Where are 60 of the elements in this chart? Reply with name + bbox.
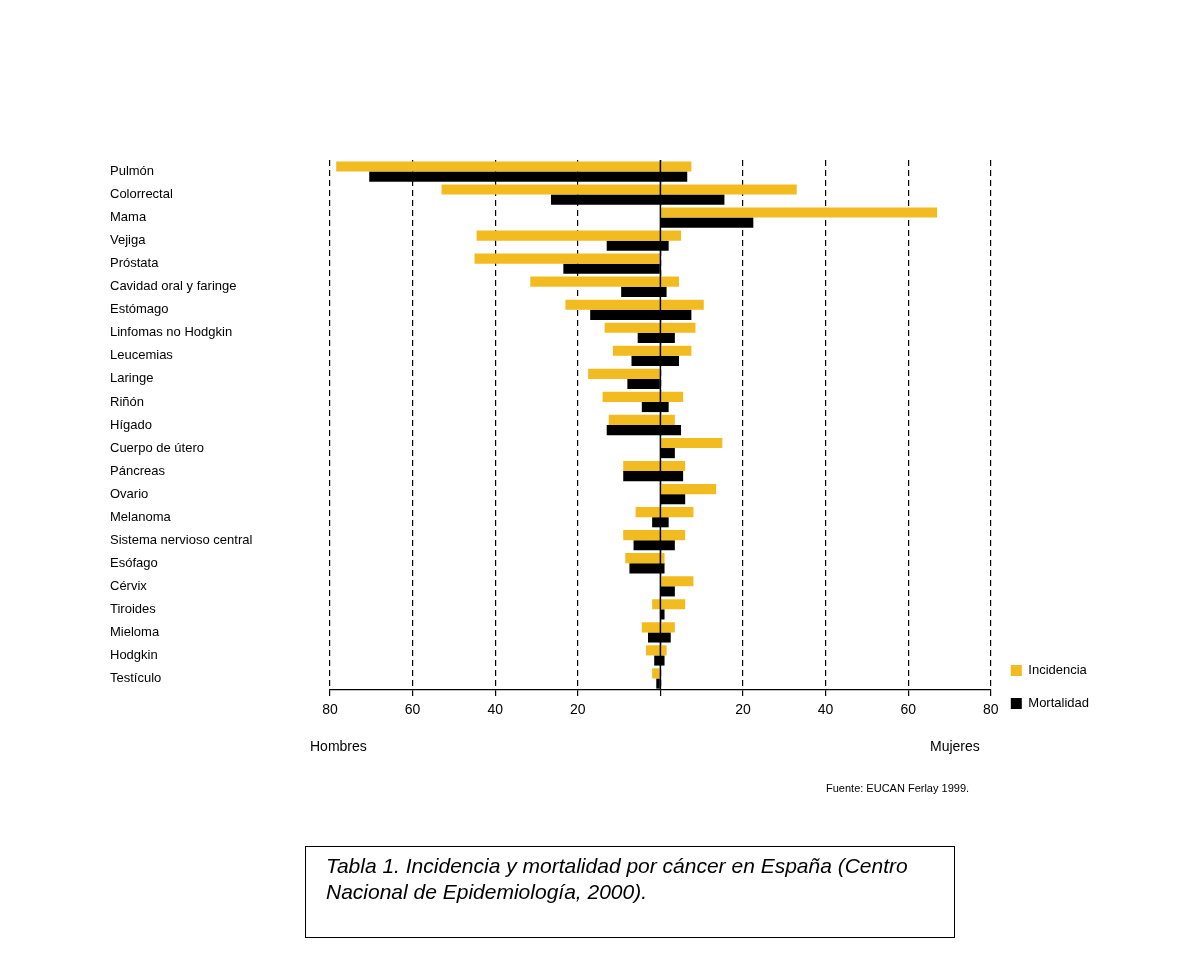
bar bbox=[635, 507, 694, 518]
y-tick-label: Laringe bbox=[110, 370, 154, 386]
y-tick-label: Ovario bbox=[110, 485, 149, 501]
y-tick-label: Testículo bbox=[110, 670, 162, 686]
y-tick-label: Sistema nervioso central bbox=[110, 531, 253, 547]
bar bbox=[565, 299, 704, 310]
y-tick-label: Hodgkin bbox=[110, 647, 158, 663]
x-tick-label: 20 bbox=[735, 701, 751, 718]
y-tick-label: Páncreas bbox=[110, 462, 166, 478]
bar bbox=[645, 645, 667, 656]
y-tick-label: Estómago bbox=[110, 301, 169, 317]
bar bbox=[661, 576, 694, 587]
bar bbox=[623, 530, 686, 541]
text: Mujeres bbox=[930, 738, 980, 754]
bar bbox=[623, 460, 686, 472]
y-tick-label: Mama bbox=[110, 209, 147, 225]
y-tick-label: Mieloma bbox=[110, 623, 160, 639]
y-tick-label: Próstata bbox=[110, 255, 160, 271]
x-tick-label: 80 bbox=[983, 701, 999, 718]
legend-label: Incidencia bbox=[1028, 662, 1088, 678]
bar bbox=[336, 161, 692, 172]
bar bbox=[474, 253, 660, 264]
text: Hombres bbox=[310, 738, 367, 754]
y-tick-label: Leucemias bbox=[110, 347, 174, 363]
y-tick-label: Esófago bbox=[110, 554, 158, 570]
y-tick-label: Riñón bbox=[110, 393, 144, 409]
bar bbox=[661, 483, 717, 495]
source-note: Fuente: EUCAN Ferlay 1999. bbox=[826, 782, 970, 794]
x-tick-label: 60 bbox=[900, 701, 917, 718]
x-tick-label: 80 bbox=[322, 701, 338, 718]
y-tick-label: Linfomas no Hodgkin bbox=[110, 324, 233, 340]
y-tick-label: Pulmón bbox=[110, 163, 155, 179]
y-tick-label: Tiroides bbox=[110, 600, 157, 616]
y-tick-label: Cavidad oral y faringe bbox=[110, 278, 237, 294]
bar bbox=[625, 553, 665, 564]
bar bbox=[641, 622, 675, 633]
text: Tabla 1. Incidencia y mortalidad por cáncer en España (Centro Nacional de Epidemiología, 2000). bbox=[305, 846, 955, 938]
y-tick-label: Melanoma bbox=[110, 508, 172, 524]
y-tick-label: Vejiga bbox=[110, 232, 147, 248]
bar bbox=[530, 276, 679, 287]
y-tick-label: Cérvix bbox=[110, 577, 148, 593]
bar bbox=[661, 207, 938, 218]
x-tick-label: 60 bbox=[404, 701, 421, 718]
y-tick-label: Hígado bbox=[110, 416, 152, 432]
bar bbox=[588, 368, 660, 379]
bar bbox=[652, 668, 660, 679]
x-tick-label: 20 bbox=[570, 701, 586, 718]
bar bbox=[661, 437, 723, 449]
y-tick-label: Colorrectal bbox=[110, 186, 173, 202]
x-tick-label: 40 bbox=[817, 701, 834, 718]
x-tick-label: 40 bbox=[487, 701, 504, 718]
bar bbox=[652, 599, 686, 610]
bar bbox=[602, 391, 684, 402]
bar bbox=[608, 414, 675, 425]
bar bbox=[604, 322, 696, 333]
bar bbox=[476, 230, 682, 241]
bar bbox=[612, 345, 692, 356]
bar bbox=[441, 184, 797, 195]
legend-label: Mortalidad bbox=[1028, 695, 1090, 711]
y-tick-label: Cuerpo de útero bbox=[110, 439, 204, 455]
